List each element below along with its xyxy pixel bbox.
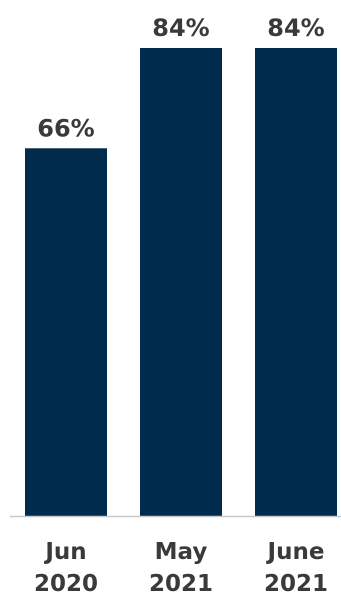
bar-1 (140, 48, 222, 516)
category-label-0-line-1: 2020 (34, 571, 98, 595)
category-label-2-line-1: 2021 (264, 571, 328, 595)
value-labels-layer: 66% 84% 84% (37, 14, 324, 142)
category-label-2-line-0: June (266, 539, 325, 565)
bar-0 (25, 148, 107, 517)
bar-2 (255, 48, 337, 516)
category-label-1-line-0: May (155, 539, 208, 565)
category-label-0-line-0: Jun (43, 539, 86, 565)
bar-value-label-2: 84% (267, 14, 324, 42)
bar-value-label-1: 84% (152, 14, 209, 42)
category-labels-layer: Jun 2020 May 2021 June 2021 (34, 539, 328, 595)
bars-layer (25, 48, 337, 517)
category-label-1-line-1: 2021 (149, 571, 213, 595)
bar-value-label-0: 66% (37, 114, 94, 142)
